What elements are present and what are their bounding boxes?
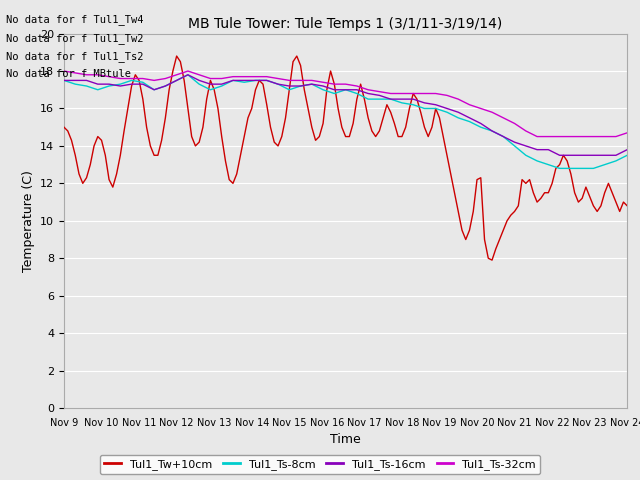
- Legend: Tul1_Tw+10cm, Tul1_Ts-8cm, Tul1_Ts-16cm, Tul1_Ts-32cm: Tul1_Tw+10cm, Tul1_Ts-8cm, Tul1_Ts-16cm,…: [100, 455, 540, 474]
- Text: No data for f Tul1_Tw4: No data for f Tul1_Tw4: [6, 14, 144, 25]
- Title: MB Tule Tower: Tule Temps 1 (3/1/11-3/19/14): MB Tule Tower: Tule Temps 1 (3/1/11-3/19…: [188, 17, 503, 31]
- Text: No data for f Tul1_Ts2: No data for f Tul1_Ts2: [6, 51, 144, 62]
- Text: No data for f Tul1_Tw2: No data for f Tul1_Tw2: [6, 33, 144, 44]
- Text: No data for f MBtule: No data for f MBtule: [6, 69, 131, 79]
- Y-axis label: Temperature (C): Temperature (C): [22, 170, 35, 272]
- X-axis label: Time: Time: [330, 433, 361, 446]
